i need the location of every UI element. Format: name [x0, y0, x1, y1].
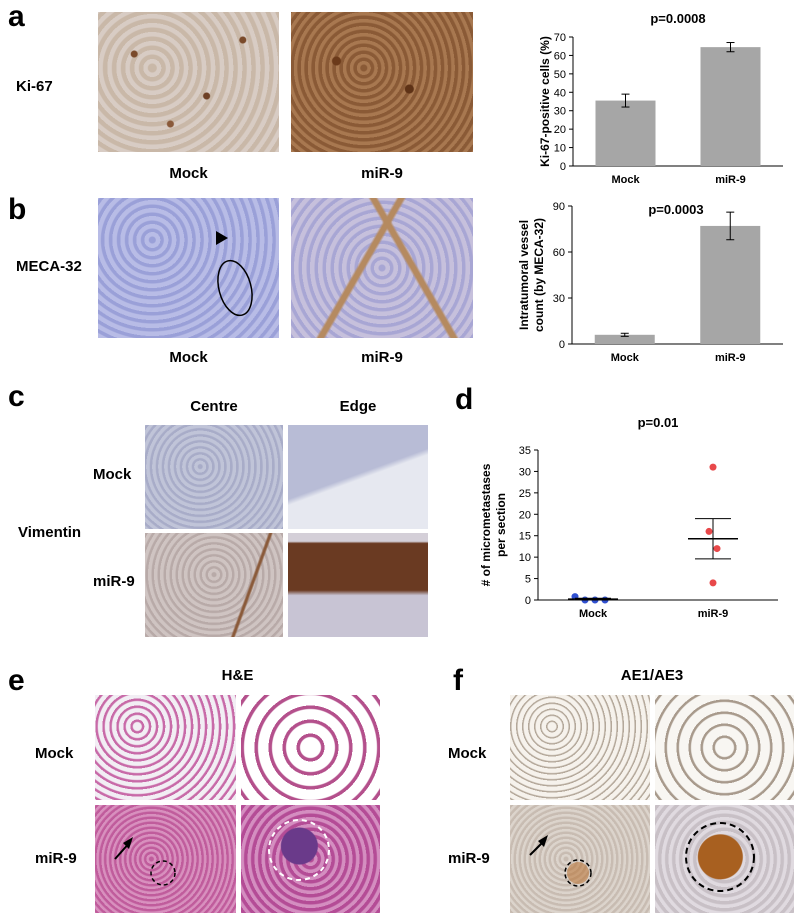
y-tick-label: 25 [519, 488, 531, 500]
y-tick-label: 60 [553, 247, 565, 259]
ae-mir9-high-image [655, 805, 794, 913]
row-label-mock-e: Mock [35, 745, 74, 762]
ae-mock-low-image [510, 695, 650, 800]
vimentin-mock-centre-image [145, 425, 283, 529]
y-tick-label: 0 [525, 595, 531, 607]
arrow-icon [123, 837, 133, 849]
chart-title: p=0.0003 [648, 202, 703, 217]
y-axis-label: Ki-67-positive cells (%) [538, 36, 552, 167]
col-label-centre: Centre [190, 398, 238, 415]
y-tick-label: 20 [519, 509, 531, 521]
chart-micromet: p=0.01 0 5 10 15 20 25 30 35 # of micrometastases… [479, 415, 778, 620]
row-label-vimentin: Vimentin [18, 524, 82, 541]
bar [700, 47, 761, 167]
y-tick-label: 10 [519, 552, 531, 564]
arrowhead-icon [216, 231, 228, 245]
data-point [709, 579, 717, 587]
row-label-mir9-c: miR-9 [93, 573, 135, 590]
col-label-mock: Mock [169, 165, 208, 182]
chart-title: p=0.01 [638, 415, 679, 430]
panel-label-a: a [8, 0, 25, 33]
bar [700, 225, 761, 344]
arrow-icon [538, 835, 548, 847]
col-label-mir9-b: miR-9 [361, 349, 403, 366]
y-tick-label: 15 [519, 531, 531, 543]
chart-title: p=0.0008 [650, 11, 705, 26]
col-label-edge: Edge [339, 398, 377, 415]
y-axis-label: count (by MECA-32) [532, 218, 546, 332]
x-tick-label: miR-9 [698, 608, 729, 620]
dashed-circle-marker [268, 819, 330, 881]
he-mock-low-image [95, 695, 236, 800]
y-tick-label: 10 [554, 143, 566, 155]
y-axis-label: # of micrometastases [479, 463, 493, 586]
vimentin-mir9-centre-image [145, 533, 283, 637]
y-tick-label: 40 [554, 87, 566, 99]
x-tick-label: Mock [611, 352, 640, 364]
x-tick-label: Mock [579, 608, 608, 620]
he-mir9-high-image [241, 805, 380, 913]
row-label-mock-f: Mock [448, 745, 487, 762]
y-tick-label: 30 [519, 466, 531, 478]
y-tick-label: 30 [554, 106, 566, 118]
chart-meca32: p=0.0003 0 30 60 90 Intratumoral vessel count … [517, 201, 783, 364]
bar [594, 334, 655, 344]
panel-label-e: e [8, 664, 25, 697]
ae-mir9-low-image [510, 805, 650, 913]
y-tick-label: 5 [525, 574, 531, 586]
panel-label-f: f [453, 664, 463, 697]
y-tick-label: 0 [560, 161, 566, 173]
ellipse-marker [217, 259, 253, 317]
y-tick-label: 90 [553, 201, 565, 213]
row-label-meca32: MECA-32 [16, 258, 82, 275]
y-axis-label: Intratumoral vessel [517, 220, 531, 330]
y-tick-label: 70 [554, 32, 566, 44]
dashed-circle-marker [564, 859, 592, 887]
ki67-mir9-image [291, 12, 473, 152]
col-label-mock-b: Mock [169, 349, 208, 366]
y-axis-label: per section [494, 493, 508, 557]
y-tick-label: 50 [554, 69, 566, 81]
title-ae1ae3: AE1/AE3 [620, 667, 684, 684]
data-point [709, 463, 717, 471]
row-label-mir9-f: miR-9 [448, 850, 490, 867]
row-label-mock-c: Mock [93, 466, 132, 483]
panel-label-d: d [455, 383, 474, 416]
row-label-ki67: Ki-67 [16, 78, 53, 95]
row-label-mir9-e: miR-9 [35, 850, 77, 867]
x-tick-label: miR-9 [715, 352, 746, 364]
col-label-mir9: miR-9 [361, 165, 403, 182]
data-point [705, 527, 713, 535]
panel-label-b: b [8, 193, 27, 226]
y-tick-label: 60 [554, 50, 566, 62]
x-tick-label: miR-9 [715, 174, 746, 186]
ae-mock-high-image [655, 695, 794, 800]
he-mir9-low-image [95, 805, 236, 913]
ki67-mock-image [98, 12, 279, 152]
vimentin-mir9-edge-image [288, 533, 428, 637]
dashed-circle-marker [685, 822, 755, 892]
y-tick-label: 35 [519, 445, 531, 457]
meca32-mock-image [98, 198, 279, 338]
dashed-circle-marker [150, 860, 176, 886]
vimentin-mock-edge-image [288, 425, 428, 529]
x-tick-label: Mock [611, 174, 640, 186]
he-mock-high-image [241, 695, 380, 800]
y-tick-label: 20 [554, 124, 566, 136]
panel-label-c: c [8, 380, 25, 413]
title-he: H&E [221, 667, 254, 684]
bar [595, 100, 656, 166]
y-tick-label: 30 [553, 293, 565, 305]
data-point [713, 545, 721, 553]
y-tick-label: 0 [559, 339, 565, 351]
meca32-mir9-image [291, 198, 473, 338]
